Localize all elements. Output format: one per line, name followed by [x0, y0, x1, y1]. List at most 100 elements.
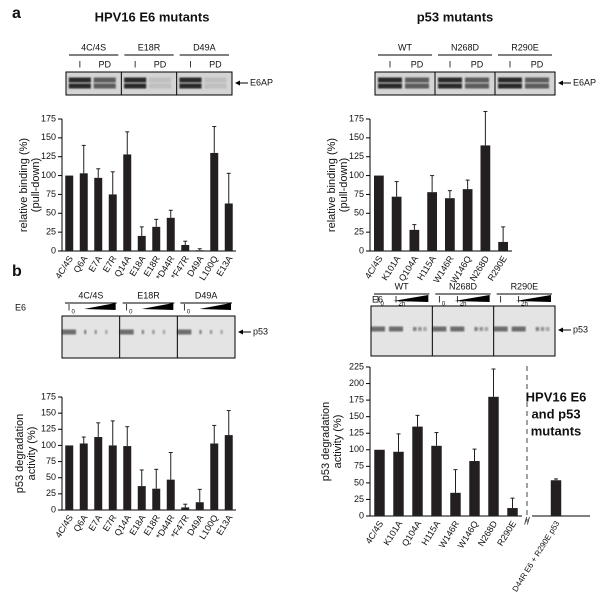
y-tick-label: 175 [41, 391, 56, 401]
y-tick-label: 125 [41, 424, 56, 434]
y-tick-label: 100 [349, 170, 364, 180]
gel-band [465, 83, 489, 89]
x-tick-label: D44R E6 + R290E p53 [511, 519, 562, 593]
gel-band [479, 327, 483, 331]
gel-band [438, 83, 462, 89]
gel-band [493, 326, 508, 332]
gel-band [511, 326, 526, 332]
bar [210, 443, 219, 510]
bar [79, 173, 88, 251]
lane-label: I [438, 294, 441, 304]
gel-group-label: R290E [511, 281, 539, 291]
bar [181, 507, 190, 510]
y-tick-label: 0 [51, 504, 56, 514]
bar [210, 152, 219, 251]
y-tick-label: 50 [354, 208, 364, 218]
gel-band [94, 330, 97, 334]
annotation: mutants [531, 423, 582, 438]
lane-label: I [456, 294, 459, 304]
y-tick-label: 75 [354, 189, 364, 199]
bar [123, 154, 132, 251]
error-bar [154, 218, 159, 227]
lane-subscript: 0 [381, 302, 385, 308]
bar [431, 445, 442, 516]
gel-group-label: WT [398, 42, 412, 52]
gel-band [124, 83, 147, 89]
error-bar [183, 503, 188, 508]
gel-band [93, 77, 116, 83]
error-bar [183, 240, 188, 245]
x-tick-label: E7A [86, 513, 103, 533]
gel-band [525, 77, 549, 83]
error-bar [396, 433, 401, 452]
lane-label: I [509, 59, 512, 69]
y-tick-label: 100 [349, 444, 364, 454]
y-tick-label: 200 [349, 378, 364, 388]
heading: HPV16 E6 mutants [95, 9, 210, 24]
x-tick-label: E13A [214, 513, 234, 537]
y-tick-label: 0 [359, 510, 364, 520]
gel-band [405, 77, 429, 83]
lane-label: PD [531, 59, 544, 69]
bar [195, 502, 204, 510]
error-bar [415, 414, 420, 427]
y-tick-label: 0 [51, 245, 56, 255]
y-tick-label: 50 [46, 472, 56, 482]
lane-label: I [517, 294, 520, 304]
error-bar [125, 426, 130, 447]
y-tick-label: 50 [46, 208, 56, 218]
gel-band [152, 330, 155, 334]
bar [152, 488, 161, 510]
lane-label: PD [471, 59, 484, 69]
bar [374, 449, 385, 516]
gel-group-label: D49A [193, 42, 216, 52]
bar [137, 235, 146, 251]
y-tick-label: 25 [354, 227, 364, 237]
lane-subscript: 0 [187, 310, 191, 316]
error-bar [154, 468, 159, 489]
gel-band [141, 330, 145, 334]
x-tick-label: R290E [495, 519, 518, 548]
y-tick-label: 150 [349, 132, 364, 142]
lane-label: PD [154, 59, 167, 69]
lane-subscript: 2h [399, 302, 406, 308]
titration-wedge [141, 303, 174, 310]
lane-label: PD [411, 59, 424, 69]
bar [195, 250, 204, 251]
annotation: HPV16 E6 [526, 389, 587, 404]
titration-wedge [84, 303, 116, 310]
bar [79, 443, 88, 510]
error-bar [110, 420, 115, 446]
error-bar [139, 469, 144, 487]
error-bar [110, 171, 115, 195]
titration-wedge [454, 295, 490, 302]
gel-band [124, 77, 147, 83]
y-axis-label: p53 degradation [14, 414, 26, 494]
bar [444, 198, 455, 251]
bar [409, 229, 420, 251]
gel-band [498, 77, 522, 83]
error-bar [125, 131, 130, 155]
error-bar [81, 436, 86, 444]
error-bar [412, 224, 417, 230]
lane-label: I [125, 302, 128, 312]
bar [393, 451, 404, 516]
gel-band [199, 330, 202, 334]
annotation: and p53 [531, 406, 580, 421]
y-axis-label: (pull-down) [30, 158, 42, 212]
error-bar [96, 422, 101, 438]
error-bar [96, 168, 101, 178]
error-bar [226, 172, 231, 204]
bar [123, 446, 132, 510]
bar [108, 445, 117, 510]
error-bar [197, 248, 202, 251]
gel-group-label: N268D [451, 42, 480, 52]
gel-band [177, 329, 192, 335]
y-tick-label: 175 [349, 394, 364, 404]
bar [152, 226, 161, 251]
gel [61, 315, 236, 359]
gel-band [204, 77, 227, 83]
bar [65, 445, 74, 510]
bar [181, 244, 190, 251]
bar [224, 203, 233, 251]
